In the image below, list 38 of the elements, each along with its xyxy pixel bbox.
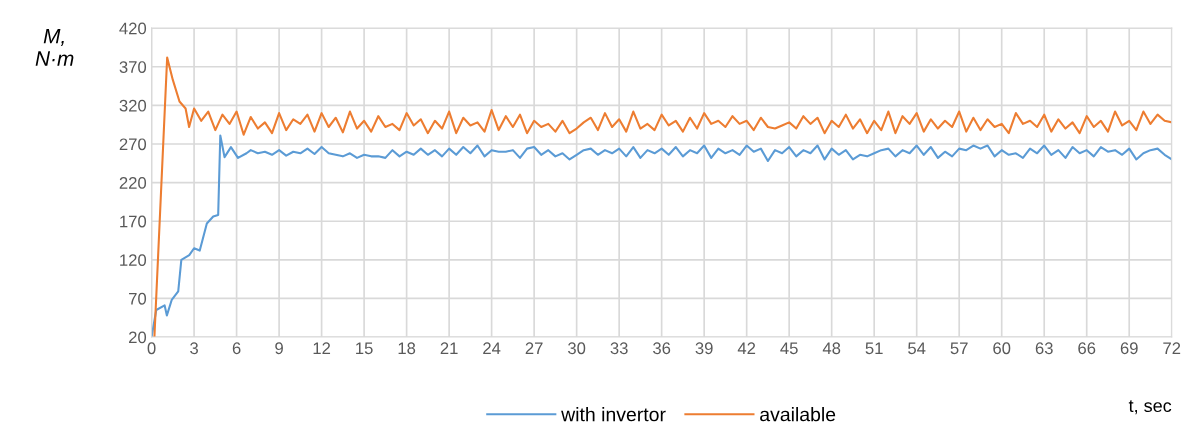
x-tick-label: 54 xyxy=(908,342,926,355)
legend-label: available xyxy=(760,407,836,422)
y-tick-label: 270 xyxy=(119,138,147,151)
y-tick-label: 170 xyxy=(120,215,147,228)
legend-label: with invertor xyxy=(561,407,666,422)
y-axis-title: M, N·m xyxy=(35,28,74,66)
x-tick-label: 57 xyxy=(950,342,968,355)
x-tick-label: 12 xyxy=(313,342,331,354)
x-tick-label: 36 xyxy=(653,342,671,355)
x-axis-title: t, sec xyxy=(1128,400,1172,415)
y-tick-label: 120 xyxy=(120,254,147,267)
y-tick-label: 220 xyxy=(119,177,147,189)
x-tick-label: 51 xyxy=(865,342,883,355)
y-tick-label: 70 xyxy=(129,292,147,305)
x-tick-label: 60 xyxy=(993,342,1011,355)
x-tick-label: 21 xyxy=(440,342,458,354)
y-tick-label: 420 xyxy=(119,22,147,35)
x-tick-label: 48 xyxy=(822,342,841,355)
x-tick-label: 30 xyxy=(568,342,586,355)
x-tick-label: 3 xyxy=(190,342,198,355)
x-tick-label: 33 xyxy=(610,342,628,355)
x-tick-label: 6 xyxy=(232,342,241,355)
x-tick-label: 27 xyxy=(525,342,543,354)
x-tick-label: 18 xyxy=(398,342,416,355)
y-tick-label: 370 xyxy=(119,61,147,73)
x-tick-label: 69 xyxy=(1120,342,1138,355)
x-tick-label: 63 xyxy=(1035,342,1053,355)
x-tick-label: 45 xyxy=(780,342,798,355)
x-tick-label: 66 xyxy=(1078,342,1096,355)
x-tick-label: 0 xyxy=(147,342,156,355)
x-tick-label: 15 xyxy=(356,342,373,355)
x-tick-label: 39 xyxy=(695,342,713,355)
y-tick-label: 320 xyxy=(119,99,147,112)
x-tick-label: 42 xyxy=(737,342,756,354)
x-tick-label: 24 xyxy=(483,342,501,354)
x-tick-label: 72 xyxy=(1163,342,1181,354)
x-tick-label: 9 xyxy=(275,342,283,355)
y-tick-label: 20 xyxy=(129,331,147,344)
